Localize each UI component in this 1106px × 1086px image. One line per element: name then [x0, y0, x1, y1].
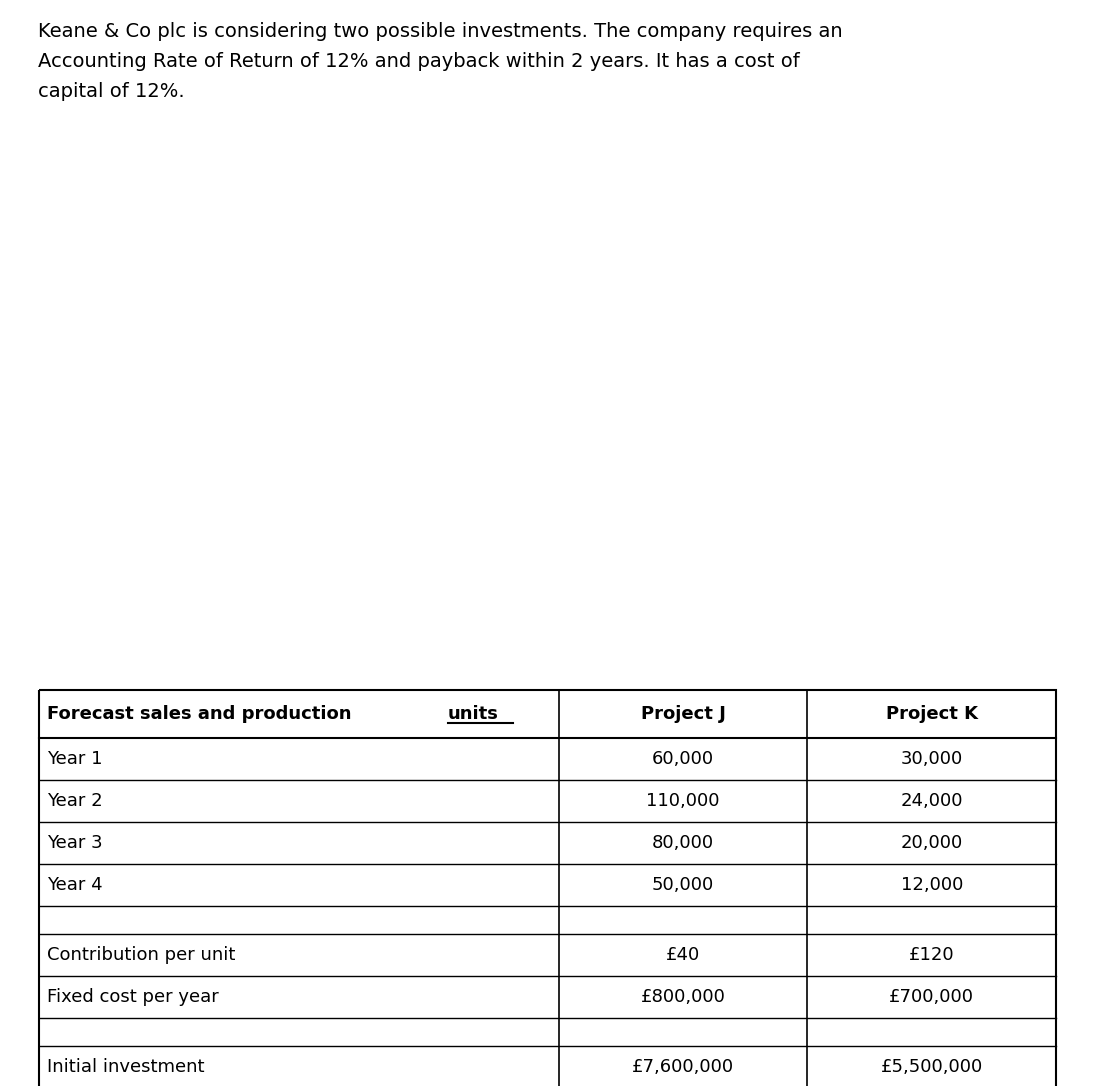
Text: 24,000: 24,000 [900, 792, 963, 810]
Text: 80,000: 80,000 [651, 834, 714, 853]
Text: £800,000: £800,000 [640, 988, 726, 1006]
Text: Accounting Rate of Return of 12% and payback within 2 years. It has a cost of: Accounting Rate of Return of 12% and pay… [38, 52, 800, 71]
Text: 110,000: 110,000 [646, 792, 720, 810]
Text: £40: £40 [666, 946, 700, 964]
Text: Project K: Project K [886, 705, 978, 723]
Text: 60,000: 60,000 [651, 750, 714, 768]
Bar [39, 690, 1056, 1086]
Text: Forecast sales and production: Forecast sales and production [46, 705, 357, 723]
Text: Year 2: Year 2 [46, 792, 103, 810]
Text: Keane & Co plc is considering two possible investments. The company requires an: Keane & Co plc is considering two possib… [38, 22, 843, 41]
Text: Year 3: Year 3 [46, 834, 103, 853]
Text: £7,600,000: £7,600,000 [632, 1058, 734, 1076]
Text: Initial investment: Initial investment [46, 1058, 205, 1076]
Text: 12,000: 12,000 [900, 876, 963, 894]
Text: Year 1: Year 1 [46, 750, 102, 768]
Text: £120: £120 [909, 946, 954, 964]
Text: 20,000: 20,000 [900, 834, 963, 853]
Text: Contribution per unit: Contribution per unit [46, 946, 236, 964]
Text: units: units [448, 705, 499, 723]
Text: 30,000: 30,000 [900, 750, 963, 768]
Text: Fixed cost per year: Fixed cost per year [46, 988, 219, 1006]
Text: £5,500,000: £5,500,000 [880, 1058, 983, 1076]
Text: Year 4: Year 4 [46, 876, 103, 894]
Text: capital of 12%.: capital of 12%. [38, 83, 185, 101]
Text: 50,000: 50,000 [651, 876, 714, 894]
Text: Project J: Project J [640, 705, 726, 723]
Text: £700,000: £700,000 [889, 988, 974, 1006]
